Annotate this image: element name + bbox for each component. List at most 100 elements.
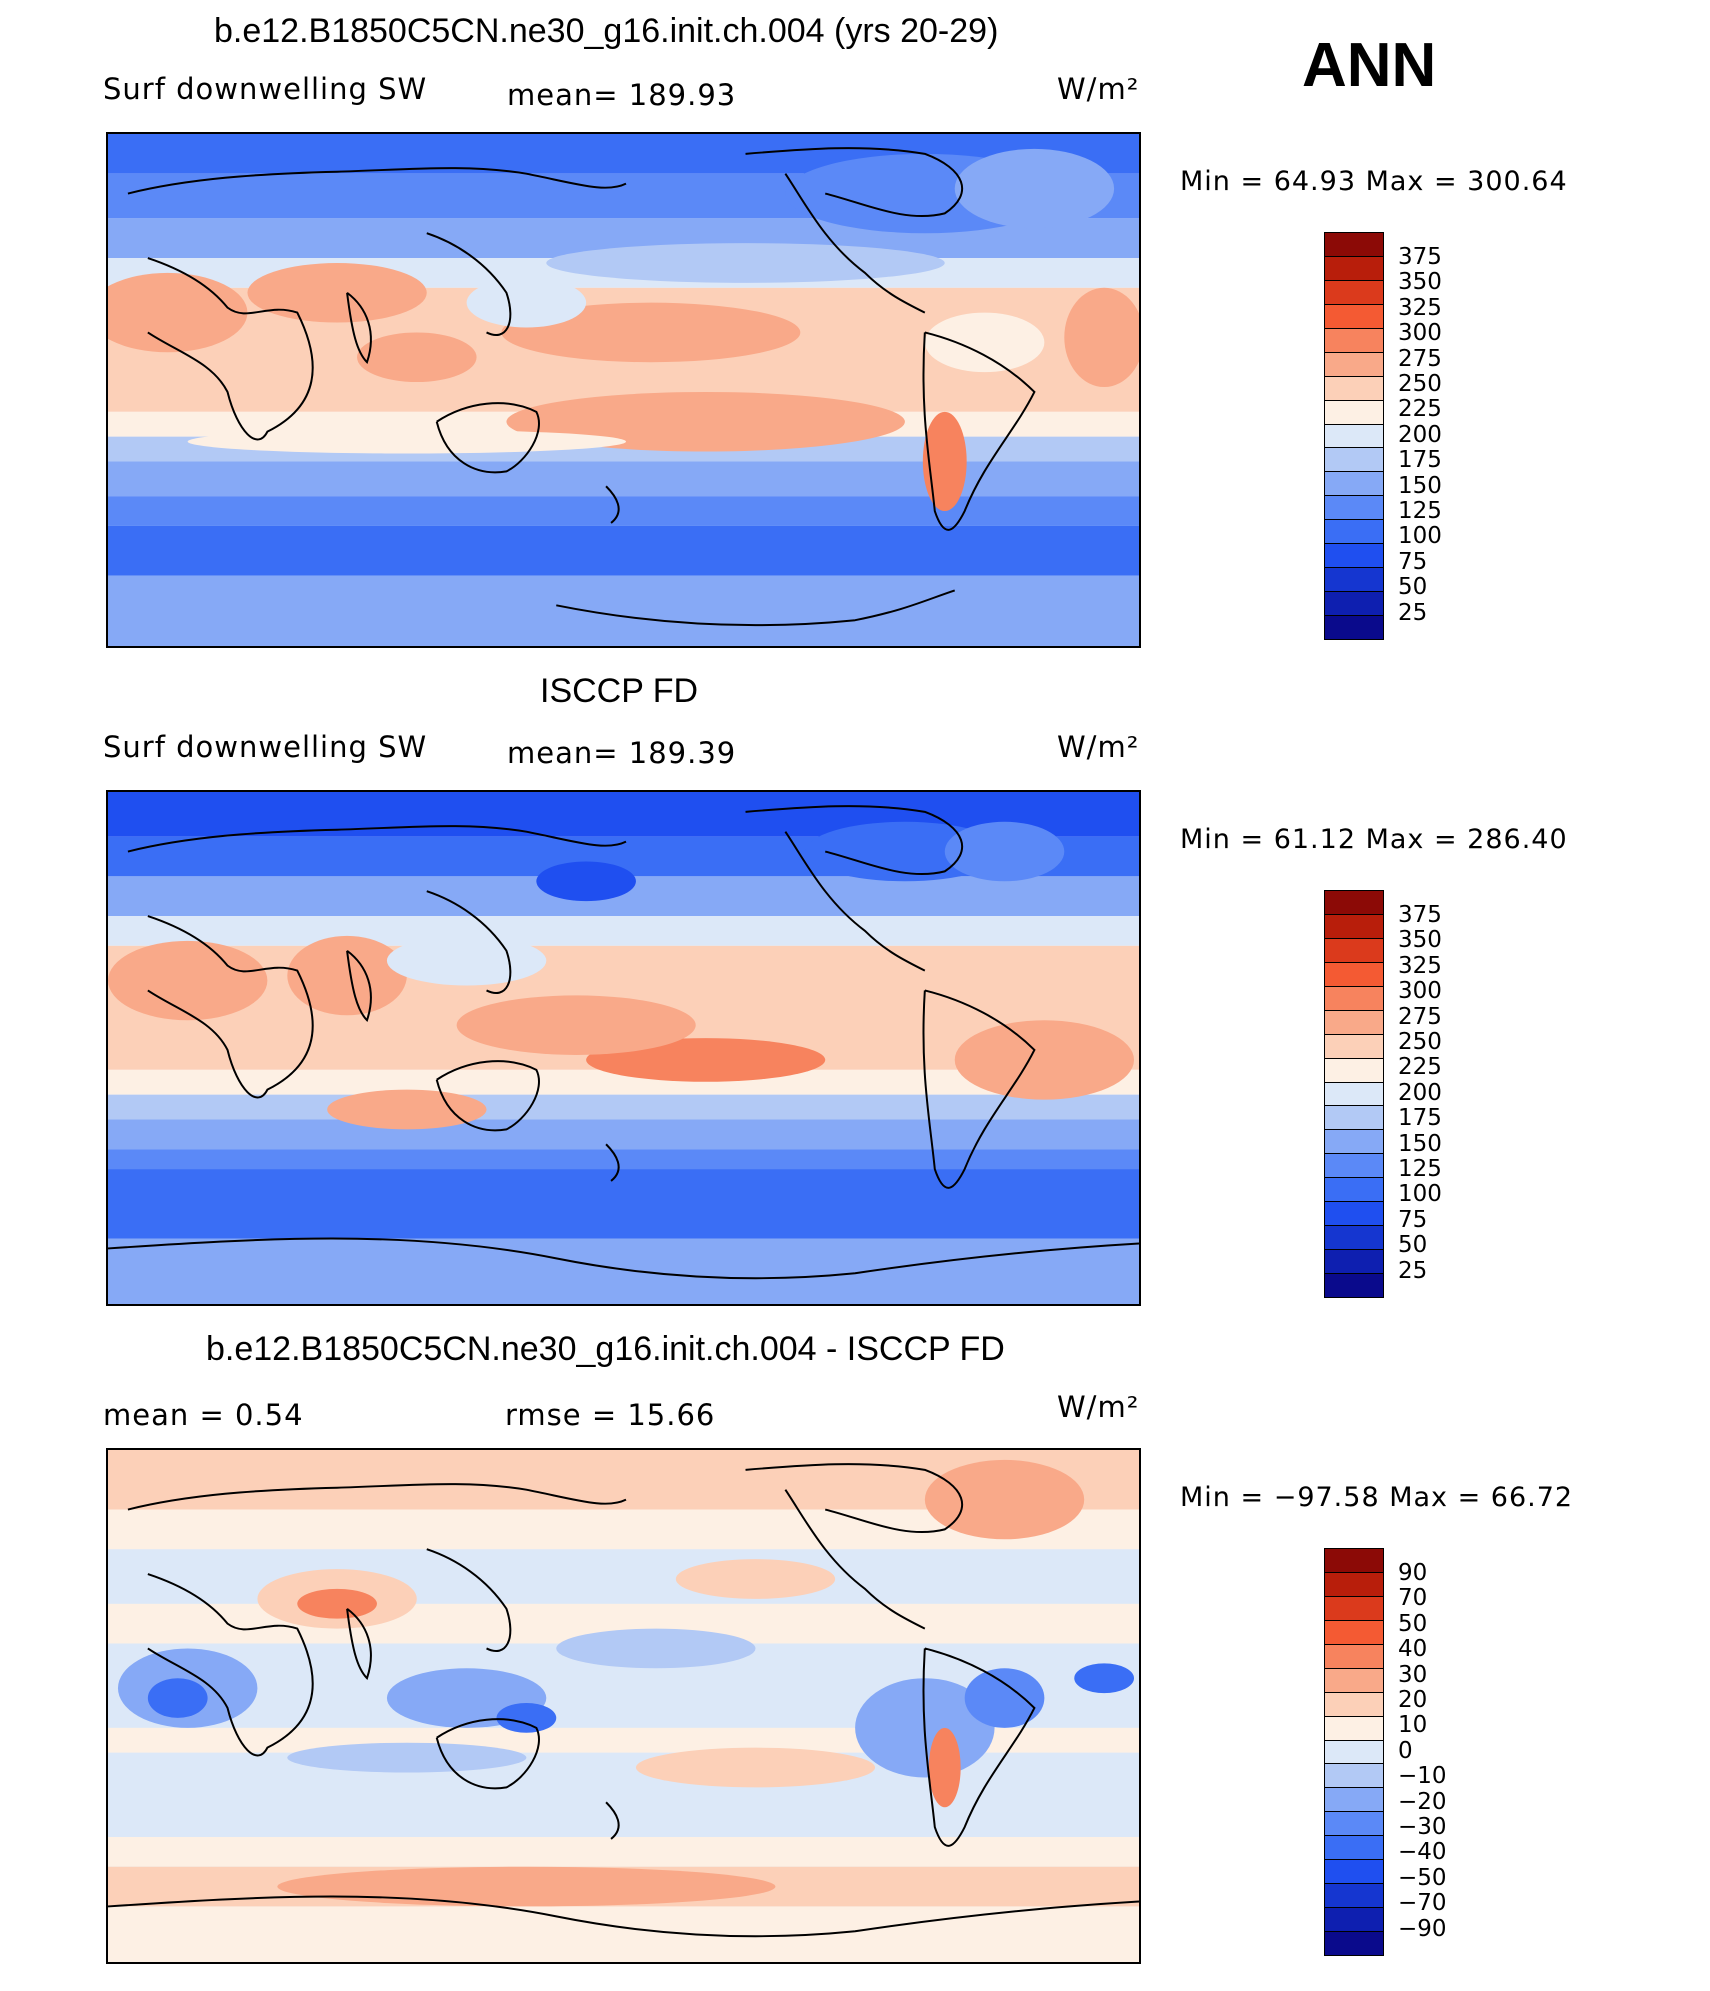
panel-1-units: W/m² [1057,72,1140,106]
panel-3-colorbar [1324,1548,1384,1956]
panel-2-minmax: Min = 61.12 Max = 286.40 [1180,824,1568,855]
colorbar-label: −40 [1398,1839,1447,1866]
colorbar-label: 275 [1398,1003,1442,1030]
colorbar-label: 25 [1398,599,1428,626]
colorbar-swatch [1325,1620,1383,1645]
panel-2-colorbar [1324,890,1384,1298]
panel-2-mean-label: mean= 189.39 [507,736,737,770]
colorbar-label: 75 [1398,1206,1428,1233]
colorbar-label: 125 [1398,1156,1442,1183]
colorbar-swatch [1325,1668,1383,1693]
colorbar-swatch [1325,891,1383,915]
panel-2-title: ISCCP FD [540,672,699,710]
colorbar-label: −50 [1398,1864,1447,1891]
colorbar-label: 100 [1398,523,1442,550]
colorbar-swatch [1325,1836,1383,1861]
colorbar-swatch [1325,304,1383,329]
colorbar-swatch [1325,1860,1383,1885]
colorbar-swatch [1325,1010,1383,1035]
colorbar-label: 30 [1398,1661,1428,1688]
colorbar-swatch [1325,424,1383,449]
colorbar-swatch [1325,376,1383,401]
colorbar-swatch [1325,1740,1383,1765]
colorbar-swatch [1325,1884,1383,1909]
colorbar-label: 200 [1398,421,1442,448]
colorbar-label: 40 [1398,1636,1428,1663]
colorbar-swatch [1325,233,1383,257]
colorbar-swatch [1325,256,1383,281]
colorbar-swatch [1325,1812,1383,1837]
colorbar-swatch [1325,1034,1383,1059]
panel-3-minmax: Min = −97.58 Max = 66.72 [1180,1482,1574,1513]
colorbar-swatch [1325,592,1383,616]
colorbar-swatch [1325,986,1383,1011]
colorbar-swatch [1325,914,1383,939]
colorbar-swatch [1325,616,1383,639]
colorbar-label: −30 [1398,1814,1447,1841]
colorbar-swatch [1325,1572,1383,1597]
colorbar-swatch [1325,1250,1383,1274]
colorbar-swatch [1325,568,1383,593]
colorbar-swatch [1325,1908,1383,1932]
colorbar-label: 250 [1398,371,1442,398]
panel-2-map [106,790,1141,1306]
panel-1-variable-label: Surf downwelling SW [103,72,428,106]
colorbar-swatch [1325,1082,1383,1107]
colorbar-swatch [1325,1274,1383,1297]
colorbar-swatch [1325,1596,1383,1621]
colorbar-label: 300 [1398,320,1442,347]
colorbar-swatch [1325,1764,1383,1789]
colorbar-swatch [1325,280,1383,305]
colorbar-label: 100 [1398,1181,1442,1208]
colorbar-label: 0 [1398,1737,1413,1764]
colorbar-swatch [1325,1644,1383,1669]
colorbar-label: 225 [1398,396,1442,423]
colorbar-label: −10 [1398,1763,1447,1790]
colorbar-swatch [1325,1106,1383,1131]
panel-1-colorbar-labels: 375 350 325 300 275 250 225 200 175 150 … [1398,244,1442,626]
panel-1-mean-label: mean= 189.93 [507,78,737,112]
colorbar-swatch [1325,472,1383,497]
colorbar-swatch [1325,1716,1383,1741]
colorbar-swatch [1325,1932,1383,1955]
panel-2-variable-label: Surf downwelling SW [103,730,428,764]
panel-3-units: W/m² [1057,1390,1140,1424]
colorbar-label: 50 [1398,1232,1428,1259]
colorbar-label: 175 [1398,1105,1442,1132]
colorbar-swatch [1325,1178,1383,1203]
colorbar-label: 275 [1398,345,1442,372]
colorbar-label: 350 [1398,927,1442,954]
panel-3-colorbar-labels: 90 70 50 40 30 20 10 0 −10 −20 −30 −40 −… [1398,1560,1447,1942]
colorbar-label: 375 [1398,244,1442,270]
panel-1-colorbar [1324,232,1384,640]
colorbar-swatch [1325,520,1383,545]
colorbar-label: 90 [1398,1560,1428,1586]
colorbar-label: 20 [1398,1687,1428,1714]
panel-3-map [106,1448,1141,1964]
colorbar-label: 70 [1398,1585,1428,1612]
colorbar-label: 250 [1398,1029,1442,1056]
colorbar-swatch [1325,352,1383,377]
colorbar-label: 325 [1398,952,1442,979]
colorbar-label: 75 [1398,548,1428,575]
colorbar-swatch [1325,1692,1383,1717]
colorbar-label: −20 [1398,1788,1447,1815]
colorbar-swatch [1325,448,1383,473]
colorbar-label: 50 [1398,574,1428,601]
colorbar-swatch [1325,544,1383,569]
panel-3-title: b.e12.B1850C5CN.ne30_g16.init.ch.004 - I… [206,1330,1005,1368]
panel-3-rmse-label: rmse = 15.66 [505,1398,716,1432]
colorbar-label: 325 [1398,294,1442,321]
colorbar-swatch [1325,938,1383,963]
colorbar-swatch [1325,962,1383,987]
colorbar-label: −70 [1398,1890,1447,1917]
colorbar-label: 300 [1398,978,1442,1005]
panel-1-map [106,132,1141,648]
colorbar-label: 150 [1398,472,1442,499]
colorbar-label: 150 [1398,1130,1442,1157]
panel-1-minmax: Min = 64.93 Max = 300.64 [1180,166,1568,197]
colorbar-swatch [1325,1788,1383,1813]
panel-3-mean-label: mean = 0.54 [103,1398,304,1432]
colorbar-swatch [1325,1130,1383,1155]
colorbar-label: 375 [1398,902,1442,928]
